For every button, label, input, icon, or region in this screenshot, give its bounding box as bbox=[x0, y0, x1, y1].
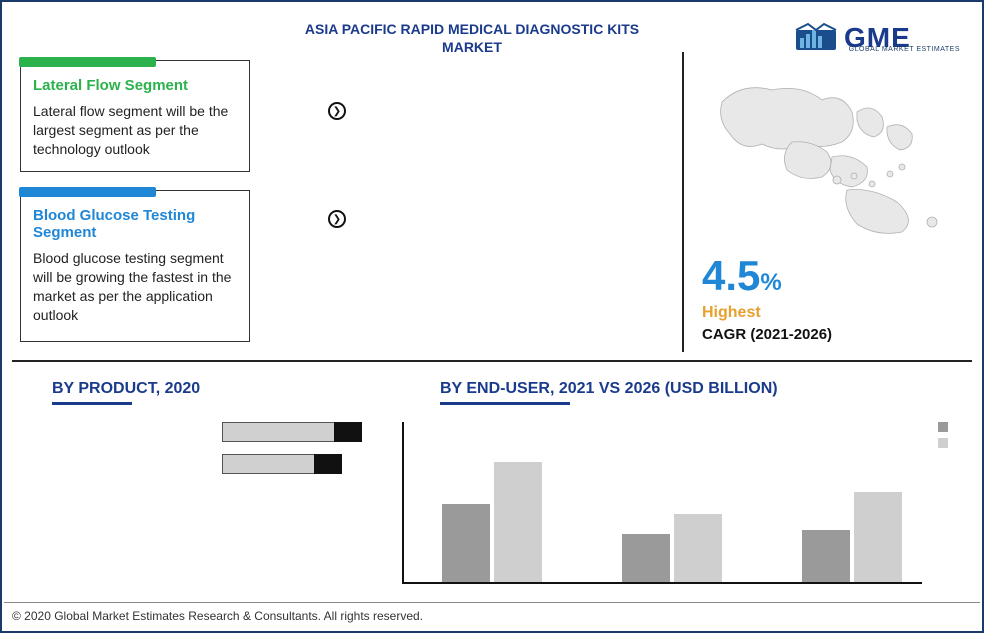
segment-accent-bar bbox=[19, 57, 156, 67]
hbar-end bbox=[314, 454, 342, 474]
asia-pacific-map bbox=[702, 72, 962, 242]
product-chart bbox=[22, 422, 342, 572]
segment-title: Blood Glucose Testing Segment bbox=[33, 207, 237, 241]
bar-2021 bbox=[442, 504, 490, 582]
cagr-percent: % bbox=[760, 269, 781, 296]
bar-2021 bbox=[622, 534, 670, 582]
legend-item bbox=[938, 438, 954, 448]
chevron-right-icon: ❯ bbox=[328, 210, 346, 228]
segment-accent-bar bbox=[19, 187, 156, 197]
hbar-row bbox=[222, 454, 342, 476]
bar-2026 bbox=[494, 462, 542, 582]
x-axis bbox=[402, 582, 922, 584]
cagr-value: 4.5% bbox=[702, 252, 782, 300]
divider-horizontal bbox=[12, 360, 972, 362]
bar-2026 bbox=[674, 514, 722, 582]
divider-vertical bbox=[682, 52, 684, 352]
y-axis bbox=[402, 422, 404, 582]
enduser-chart bbox=[382, 422, 942, 602]
map-icon bbox=[702, 72, 962, 242]
logo-icon bbox=[794, 22, 838, 54]
by-enduser-title: BY END-USER, 2021 VS 2026 (USD BILLION) bbox=[440, 380, 778, 398]
bar-group bbox=[622, 514, 742, 582]
bar-2021 bbox=[802, 530, 850, 582]
bar-group bbox=[442, 462, 562, 582]
chevron-right-icon: ❯ bbox=[328, 102, 346, 120]
brand-logo: GME bbox=[794, 14, 964, 62]
cagr-number: 4.5 bbox=[702, 252, 760, 299]
legend-swatch bbox=[938, 422, 948, 432]
cagr-period-label: CAGR (2021-2026) bbox=[702, 326, 832, 343]
chart-legend bbox=[938, 422, 954, 454]
segment-box-lateral-flow: Lateral Flow Segment Lateral flow segmen… bbox=[20, 60, 250, 172]
logo-subtext: GLOBAL MARKET ESTIMATES bbox=[849, 46, 960, 53]
bar-2026 bbox=[854, 492, 902, 582]
segment-box-blood-glucose: Blood Glucose Testing Segment Blood gluc… bbox=[20, 190, 250, 342]
hbar-end bbox=[334, 422, 362, 442]
title-underline bbox=[440, 402, 570, 405]
segment-desc: Lateral flow segment will be the largest… bbox=[33, 102, 237, 159]
bar-group bbox=[802, 492, 922, 582]
legend-item bbox=[938, 422, 954, 432]
copyright-text: © 2020 Global Market Estimates Research … bbox=[12, 609, 423, 623]
title-underline bbox=[52, 402, 132, 405]
segment-desc: Blood glucose testing segment will be gr… bbox=[33, 249, 237, 325]
legend-swatch bbox=[938, 438, 948, 448]
infographic-container: ASIA PACIFIC RAPID MEDICAL DIAGNOSTIC KI… bbox=[0, 0, 984, 633]
by-product-title: BY PRODUCT, 2020 bbox=[52, 380, 200, 398]
bullet-list: ❯ ❯ bbox=[328, 102, 648, 318]
cagr-highest-label: Highest bbox=[702, 304, 761, 322]
main-title: ASIA PACIFIC RAPID MEDICAL DIAGNOSTIC KI… bbox=[282, 20, 662, 56]
hbar-row bbox=[222, 422, 342, 444]
segment-title: Lateral Flow Segment bbox=[33, 77, 237, 94]
footer-divider bbox=[4, 602, 980, 603]
bullet-row: ❯ bbox=[328, 102, 648, 120]
bullet-row: ❯ bbox=[328, 210, 648, 228]
